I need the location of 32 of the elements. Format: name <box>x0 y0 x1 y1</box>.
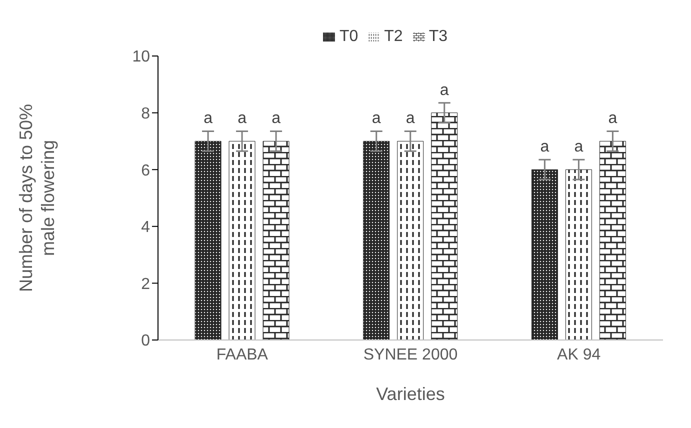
data-label: a <box>440 82 449 99</box>
y-tick-label: 0 <box>141 332 150 350</box>
x-tick-label: FAABA <box>216 346 268 364</box>
bar <box>262 140 290 340</box>
x-tick-label: AK 94 <box>557 346 601 364</box>
bar <box>431 112 458 340</box>
y-axis-title: Number of days to 50% male flowering <box>16 104 58 292</box>
data-label: a <box>272 110 281 128</box>
data-label: a <box>372 110 381 128</box>
data-label: a <box>238 110 247 128</box>
y-tick-label: 10 <box>132 48 150 66</box>
bar <box>194 140 222 340</box>
data-label: a <box>204 110 213 128</box>
legend-label: T2 <box>384 28 403 45</box>
y-tick-label: 4 <box>141 219 150 236</box>
x-tick-label: SYNEE 2000 <box>363 346 458 364</box>
x-axis-title: Varieties <box>376 384 445 404</box>
bar <box>599 140 626 340</box>
bar <box>228 140 256 340</box>
bar <box>363 140 390 340</box>
bar <box>565 169 592 340</box>
bar <box>397 140 424 340</box>
y-tick-label: 8 <box>141 105 150 122</box>
data-label: a <box>406 110 415 128</box>
legend-label: T0 <box>339 28 358 45</box>
bar <box>531 169 558 340</box>
data-label: a <box>608 110 618 128</box>
data-label: a <box>540 138 550 156</box>
data-label: a <box>574 138 584 156</box>
y-tick-label: 6 <box>141 162 150 180</box>
legend-label: T3 <box>428 28 448 45</box>
y-tick-label: 2 <box>141 276 150 293</box>
